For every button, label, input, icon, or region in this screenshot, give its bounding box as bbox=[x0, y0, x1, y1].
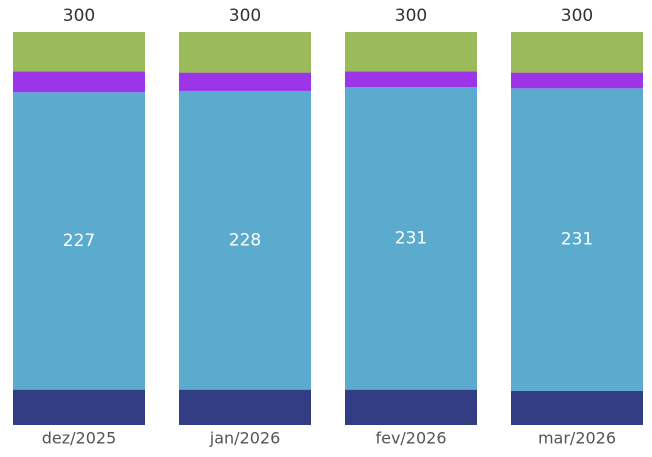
bar-segment bbox=[179, 90, 311, 390]
bar-segment bbox=[345, 32, 477, 72]
bar-segment bbox=[511, 390, 643, 425]
bar-segment bbox=[345, 87, 477, 390]
total-label: 300 bbox=[561, 6, 593, 26]
bar-segment bbox=[179, 389, 311, 425]
x-tick-label: fev/2026 bbox=[375, 429, 446, 448]
bar-segment bbox=[511, 32, 643, 73]
value-label: 227 bbox=[63, 231, 95, 251]
bar-segment bbox=[13, 92, 145, 390]
bar-segment bbox=[13, 71, 145, 93]
bar-segment bbox=[511, 88, 643, 391]
bar-segment bbox=[345, 71, 477, 88]
bar-segment bbox=[13, 389, 145, 425]
bar-segment bbox=[511, 72, 643, 89]
bar-segment bbox=[179, 72, 311, 91]
bar-segment bbox=[179, 32, 311, 73]
value-label: 231 bbox=[561, 230, 593, 250]
x-tick-label: mar/2026 bbox=[538, 429, 616, 448]
x-tick-label: dez/2025 bbox=[42, 429, 117, 448]
total-label: 300 bbox=[395, 6, 427, 26]
bar-segment bbox=[13, 32, 145, 72]
value-label: 228 bbox=[229, 230, 261, 250]
total-label: 300 bbox=[229, 6, 261, 26]
total-label: 300 bbox=[63, 6, 95, 26]
bar-segment bbox=[345, 389, 477, 425]
value-label: 231 bbox=[395, 228, 427, 248]
x-tick-label: jan/2026 bbox=[209, 429, 281, 448]
